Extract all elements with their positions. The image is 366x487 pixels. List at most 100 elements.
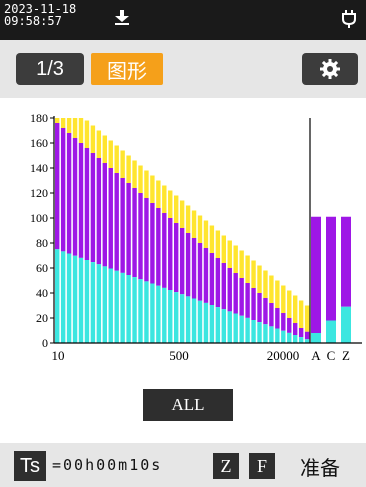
x-tick-label: Z [342, 348, 350, 363]
spectrum-bar-yellow [293, 295, 298, 323]
spectrum-bar-yellow [78, 118, 84, 143]
spectrum-bar-purple [179, 228, 185, 295]
weighted-bar-c-cyan [326, 320, 336, 343]
spectrum-bar-cyan [144, 281, 149, 343]
spectrum-bar-yellow [132, 160, 137, 188]
spectrum-bar-purple [203, 248, 209, 303]
spectrum-bar-yellow [55, 118, 60, 123]
spectrum-bar-purple [162, 213, 167, 288]
spectrum-bar-cyan [114, 270, 119, 343]
spectrum-bar-yellow [84, 120, 90, 148]
spectrum-bar-purple [102, 163, 107, 267]
spectrum-bar-purple [293, 323, 298, 335]
spectrum-bar-yellow [298, 300, 304, 328]
spectrum-bar-purple [66, 133, 72, 254]
spectrum-bar-cyan [197, 300, 203, 343]
spectrum-bar-purple [156, 208, 161, 286]
spectrum-bar-cyan [251, 320, 256, 343]
spectrum-bar-purple [138, 193, 143, 280]
spectrum-bar-yellow [287, 290, 292, 318]
status-bar: 2023-11-18 09:58:57 [0, 0, 366, 40]
measurement-state: 准备 [300, 456, 340, 480]
spectrum-bar-yellow [257, 265, 262, 293]
spectrum-bar-yellow [275, 280, 280, 308]
spectrum-bar-cyan [174, 292, 179, 343]
spectrum-bar-yellow [269, 275, 274, 303]
spectrum-bar-cyan [209, 305, 215, 343]
z-weighting-button[interactable]: Z [213, 453, 239, 479]
f-time-weighting-button[interactable]: F [249, 453, 275, 479]
spectrum-bar-yellow [263, 270, 268, 298]
spectrum-bar-yellow [185, 205, 191, 233]
spectrum-bar-yellow [209, 225, 215, 253]
spectrum-bar-purple [215, 258, 221, 308]
spectrum-bar-yellow [138, 165, 143, 193]
x-tick-label: C [327, 348, 336, 363]
spectrum-bar-yellow [197, 215, 203, 243]
spectrum-bar-purple [126, 183, 131, 275]
y-tick-label: 120 [30, 186, 48, 200]
spectrum-bar-yellow [174, 195, 179, 223]
spectrum-bar-cyan [191, 298, 197, 343]
spectrum-bar-cyan [138, 279, 143, 343]
spectrum-bar-yellow [96, 130, 102, 158]
date-text: 2023-11-18 [4, 2, 77, 16]
spectrum-bar-yellow [191, 210, 197, 238]
spectrum-bar-yellow [251, 260, 256, 288]
spectrum-bar-cyan [239, 315, 244, 343]
spectrum-chart: 0 20 40 60 80 100 120 140 160 180 10 500 20000 A C Z [0, 98, 366, 378]
spectrum-bar-purple [245, 283, 250, 318]
spectrum-bar-cyan [203, 302, 209, 343]
spectrum-bar-purple [78, 143, 84, 258]
all-button[interactable]: ALL [143, 389, 233, 421]
spectrum-bar-cyan [102, 266, 107, 343]
datetime: 2023-11-18 09:58:57 [4, 3, 76, 27]
spectrum-bar-yellow [233, 245, 238, 273]
spectrum-bar-cyan [78, 257, 84, 343]
spectrum-bar-yellow [120, 150, 125, 178]
spectrum-bar-purple [72, 138, 78, 256]
spectrum-bar-purple [96, 158, 102, 265]
spectrum-bar-cyan [108, 268, 113, 343]
spectrum-bar-purple [269, 303, 274, 327]
weighted-bar-z-purple [341, 216, 351, 307]
spectrum-bar-purple [298, 328, 304, 338]
spectrum-bar-cyan [150, 283, 155, 343]
ts-label: Ts [14, 451, 46, 481]
weighted-bar-a-purple [311, 216, 321, 333]
spectrum-bar-cyan [60, 251, 66, 343]
spectrum-bar-purple [55, 123, 60, 250]
spectrum-bar-yellow [245, 255, 250, 283]
spectrum-bar-cyan [156, 285, 161, 343]
x-tick-label: 10 [52, 348, 65, 363]
spectrum-bar-cyan [126, 275, 131, 343]
spectrum-bar-yellow [144, 170, 149, 198]
y-tick-label: 60 [36, 261, 48, 275]
spectrum-bar-cyan [90, 262, 96, 343]
spectrum-bar-purple [287, 318, 292, 333]
spectrum-bar-cyan [215, 307, 221, 343]
spectrum-bar-purple [197, 243, 203, 301]
spectrum-bar-cyan [257, 322, 262, 343]
settings-button[interactable] [302, 53, 358, 85]
spectrum-bar-yellow [156, 180, 161, 208]
weighted-bar-c-purple [326, 216, 336, 321]
graph-view-button[interactable]: 图形 [91, 53, 163, 85]
page-indicator-button[interactable]: 1/3 [16, 53, 84, 85]
time-text: 09:58:57 [4, 14, 62, 28]
spectrum-bar-cyan [66, 253, 72, 343]
spectrum-bar-cyan [132, 277, 137, 343]
spectrum-bar-yellow [221, 235, 226, 263]
spectrum-bar-cyan [233, 313, 238, 343]
spectrum-bar-purple [275, 308, 280, 329]
spectrum-bar-purple [263, 298, 268, 325]
spectrum-bar-cyan [120, 272, 125, 343]
spectrum-bar-cyan [293, 335, 298, 343]
y-tick-label: 140 [30, 161, 48, 175]
spectrum-bar-yellow [114, 145, 119, 173]
bottom-bar: Ts =00h00m10s Z F 准备 [0, 443, 366, 487]
spectrum-bar-cyan [298, 337, 304, 343]
spectrum-bar-cyan [96, 264, 102, 343]
spectrum-bar-cyan [269, 326, 274, 343]
x-tick-label: 500 [169, 348, 189, 363]
